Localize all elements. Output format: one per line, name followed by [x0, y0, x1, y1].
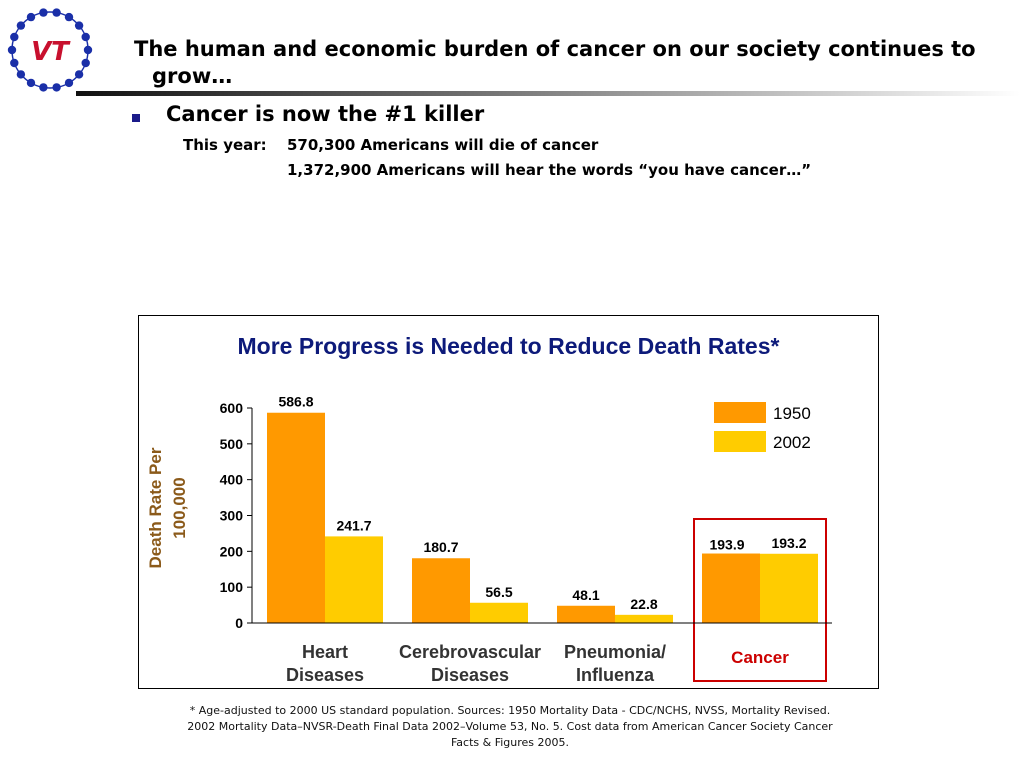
title-divider: [76, 91, 1020, 96]
logo-bead: [74, 21, 84, 30]
logo-bead: [26, 78, 36, 88]
logo-bead: [10, 58, 19, 68]
logo-bead: [64, 12, 74, 22]
sub-bullet-deaths: This year: 570,300 Americans will die of …: [183, 136, 598, 154]
bullet-square-icon: [132, 114, 140, 122]
vt-logo: VT: [7, 8, 93, 92]
logo-bead: [39, 8, 48, 17]
chart-title: More Progress is Needed to Reduce Death …: [237, 333, 780, 359]
logo-letters: VT: [31, 37, 71, 67]
logo-bead: [10, 32, 19, 42]
sub-bullet-diagnoses: 1,372,900 Americans will hear the words …: [287, 161, 812, 179]
logo-bead: [7, 45, 17, 55]
logo-bead: [39, 83, 48, 92]
logo-bead: [64, 78, 74, 88]
chart-frame: [138, 315, 879, 689]
sub-bullet-label: This year:: [183, 136, 267, 154]
logo-bead: [81, 32, 90, 42]
page-title: The human and economic burden of cancer …: [134, 37, 976, 88]
logo-bead: [81, 58, 90, 68]
logo-bead: [52, 83, 61, 92]
logo-bead: [83, 45, 93, 55]
logo-ring: [7, 8, 93, 92]
logo-bead: [74, 70, 84, 79]
main-bullet: Cancer is now the #1 killer: [166, 102, 485, 126]
logo-bead: [52, 8, 61, 17]
logo-bead: [26, 12, 36, 22]
logo-bead: [16, 70, 26, 79]
sub-bullet-text: 570,300 Americans will die of cancer: [287, 136, 599, 154]
chart-footnote: * Age-adjusted to 2000 US standard popul…: [187, 704, 833, 749]
logo-bead: [16, 21, 26, 30]
